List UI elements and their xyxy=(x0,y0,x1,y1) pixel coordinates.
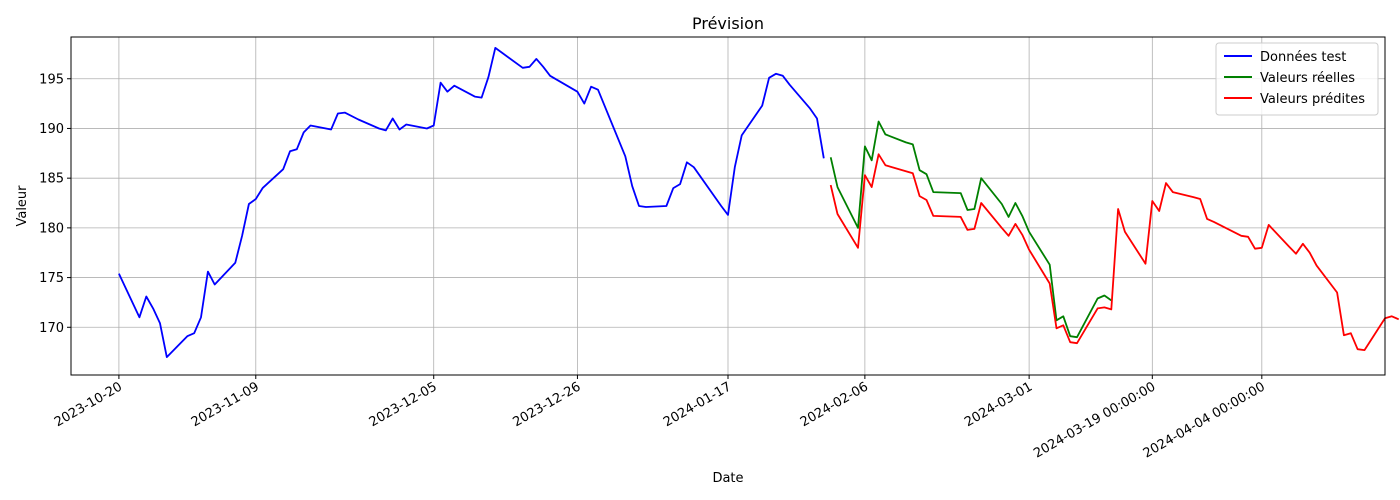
legend-label-predicted: Valeurs prédites xyxy=(1260,92,1365,107)
y-axis-ticks: 170 175 180 185 190 195 xyxy=(39,72,71,336)
grid xyxy=(71,37,1385,375)
chart-title: Prévision xyxy=(692,14,764,33)
legend-box xyxy=(1215,42,1379,116)
y-tick-label: 170 xyxy=(39,321,64,336)
series-line-test xyxy=(118,47,825,359)
y-tick-label: 190 xyxy=(39,122,64,137)
y-tick-label: 180 xyxy=(39,221,64,236)
series-line-predicted xyxy=(829,153,1400,352)
legend-label-test: Données test xyxy=(1260,50,1346,65)
legend: Données test Valeurs réelles Valeurs pré… xyxy=(1215,42,1379,116)
y-axis-title: Valeur xyxy=(15,185,30,227)
series-lines xyxy=(118,47,1400,359)
legend-label-actual: Valeurs réelles xyxy=(1260,71,1355,86)
y-tick-label: 195 xyxy=(39,72,64,87)
x-axis-title: Date xyxy=(712,471,743,486)
y-tick-label: 185 xyxy=(39,172,64,187)
y-tick-label: 175 xyxy=(39,271,64,286)
series-line-actual xyxy=(829,120,1112,339)
